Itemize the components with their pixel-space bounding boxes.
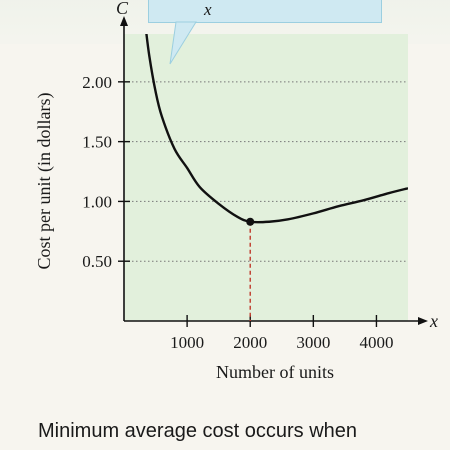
grid-layer (124, 81, 408, 262)
annotation-layer (246, 217, 255, 321)
x-tick-label-2: 3000 (296, 333, 330, 352)
callout-pointer (169, 21, 197, 65)
minimum-point-0 (246, 217, 255, 226)
series-layer (145, 34, 408, 224)
y-tick-label-3: 2.00 (82, 73, 112, 92)
y-axis-letter: C (116, 0, 129, 18)
ticks-layer: 1000 2000 3000 4000 0.50 1.00 1.50 2.00 (82, 73, 393, 352)
axes-layer: xC (116, 0, 438, 331)
x-axis-arrow (418, 317, 428, 325)
x-tick-label-3: 4000 (359, 333, 393, 352)
formula-box (148, 0, 382, 23)
y-axis-label: Cost per unit (in dollars) (34, 92, 54, 270)
x-tick-label-1: 2000 (233, 333, 267, 352)
y-axis-arrow (120, 16, 128, 26)
y-tick-label-1: 1.00 (82, 192, 112, 211)
x-axis-label: Number of units (216, 362, 334, 382)
x-tick-label-0: 1000 (170, 333, 204, 352)
cost-curve-0 (145, 34, 408, 224)
x-axis-letter: x (429, 311, 438, 331)
y-tick-label-0: 0.50 (82, 252, 112, 271)
y-tick-label-2: 1.50 (82, 133, 112, 152)
formula-fragment: x (204, 0, 213, 19)
caption-text: Minimum average cost occurs when (38, 420, 358, 442)
